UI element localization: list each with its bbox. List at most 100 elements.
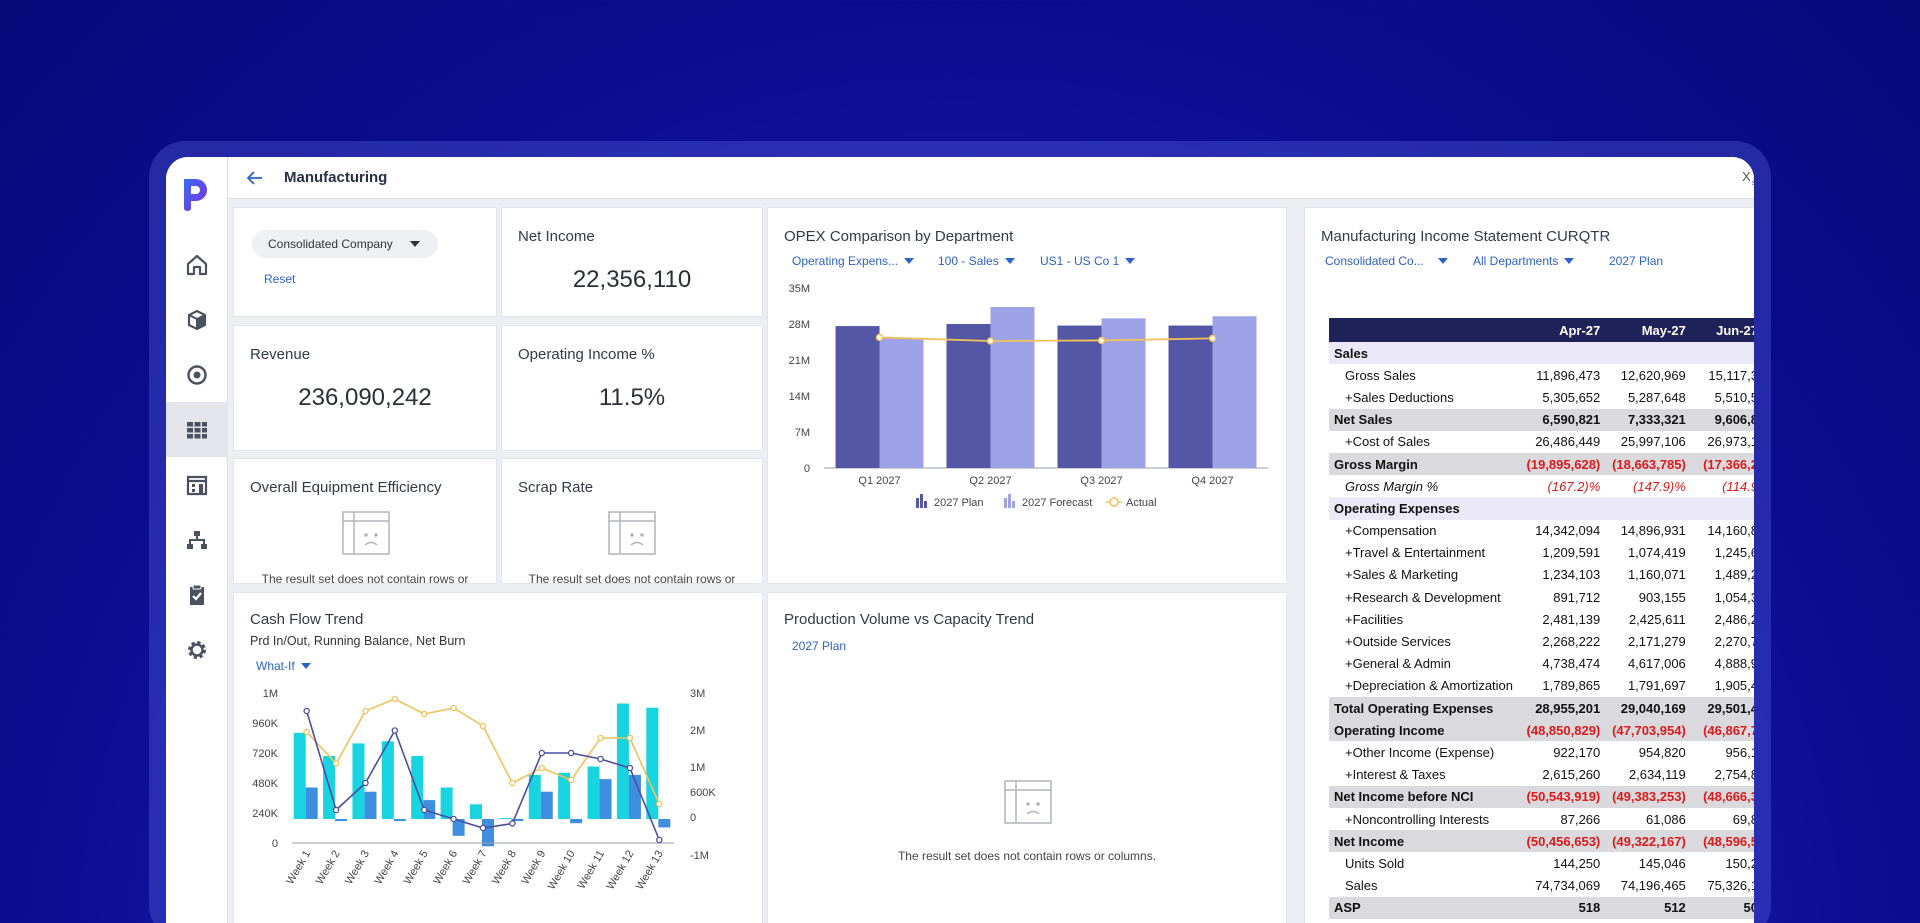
- table-cell: 145,046: [1638, 855, 1686, 871]
- row-label: Gross Margin %: [1345, 478, 1439, 494]
- legend-swatch: [1004, 498, 1007, 508]
- y-tick-label: 21M: [789, 355, 810, 367]
- table-cell: [1605, 342, 1691, 365]
- table-cell: 144,250: [1553, 855, 1601, 871]
- scrap-rate-card: Scrap Rate The result set does not conta…: [501, 458, 763, 584]
- x-tick-label: Week 11: [576, 849, 608, 892]
- y-tick-label: 7M: [795, 427, 810, 439]
- table-cell: [1605, 497, 1691, 520]
- table-cell: 150,2: [1725, 855, 1754, 871]
- table-cell: (17,366,2: [1690, 452, 1754, 476]
- legend-swatch: [916, 498, 919, 508]
- net-income-card: Net Income 22,356,110: [501, 207, 763, 317]
- reset-link[interactable]: Reset: [264, 272, 296, 286]
- table-row: +Compensation 14,342,094 14,896,931 14,160,…: [1329, 520, 1754, 542]
- y-left-tick-label: 720K: [252, 748, 278, 760]
- is-filter-department[interactable]: All Departments: [1473, 254, 1575, 268]
- table-cell: 1,234,103: [1542, 567, 1601, 583]
- bar-cash-balance: [411, 756, 424, 819]
- table-cell: (19,895,628): [1519, 452, 1606, 476]
- table-row: Net Income before NCI (50,543,919) (49,383…: [1329, 785, 1754, 808]
- sidebar-item-grid[interactable]: [166, 402, 228, 457]
- back-arrow-icon[interactable]: [246, 169, 264, 187]
- point-actual: [986, 337, 995, 345]
- sidebar-item-target[interactable]: [166, 347, 228, 402]
- table-row: +Research & Development 891,712 903,155 1,0…: [1329, 586, 1754, 608]
- point-ap-cash: [597, 734, 604, 742]
- point-ar-cash: [479, 824, 487, 832]
- gear-icon: [188, 640, 206, 659]
- opex-filter-department-label: 100 - Sales: [938, 254, 999, 268]
- table-row: Net Income (50,456,653) (49,322,167) (48,59…: [1329, 830, 1754, 853]
- sidebar: [166, 157, 228, 923]
- production-filter-scenario[interactable]: 2027 Plan: [792, 639, 847, 653]
- table-header-row: Apr-27 May-27 Jun-27: [1329, 318, 1754, 342]
- table-cell: 7,333,321: [1605, 408, 1691, 431]
- oee-card: Overall Equipment Efficiency The result …: [233, 458, 497, 584]
- legend-label: Actual: [1126, 497, 1157, 509]
- bar-net: [570, 819, 583, 824]
- y-tick-label: 28M: [789, 319, 810, 331]
- table-cell: 2,486,2: [1714, 611, 1754, 627]
- is-filter-scenario[interactable]: 2027 Plan: [1609, 254, 1664, 268]
- table-cell: 26,973,1: [1707, 434, 1754, 450]
- sidebar-item-home[interactable]: [166, 237, 228, 292]
- bar-net: [511, 819, 524, 822]
- bar-net: [393, 819, 406, 821]
- legend-label: 2027 Forecast: [1022, 497, 1092, 509]
- income-statement-table: Apr-27 May-27 Jun-27 Sales Gross Sales 11,89…: [1329, 318, 1754, 919]
- row-label: +Travel & Entertainment: [1345, 545, 1486, 561]
- legend-swatch: [924, 501, 927, 508]
- bar-plan: [1057, 325, 1102, 468]
- table-row: +Sales & Marketing 1,234,103 1,160,071 1,48…: [1329, 564, 1754, 586]
- y-left-tick-label: 480K: [252, 778, 278, 790]
- table-cell: 50: [1690, 896, 1754, 919]
- table-row: ASP51851250: [1329, 896, 1754, 919]
- bar-cash-balance: [528, 774, 541, 819]
- y-right-tick-label: 0: [690, 812, 696, 824]
- table-cell: 954,820: [1638, 744, 1686, 760]
- sidebar-item-clipboard[interactable]: [166, 567, 228, 622]
- point-ar-cash: [303, 707, 310, 715]
- is-filter-company[interactable]: Consolidated Co...: [1325, 254, 1448, 268]
- table-cell: (48,666,3: [1690, 785, 1754, 808]
- cash-flow-filter-whatif[interactable]: What-If: [256, 659, 311, 673]
- row-label: Sales: [1345, 878, 1378, 894]
- opex-filter-entity[interactable]: US1 - US Co 1: [1040, 254, 1136, 268]
- bar-cash-balance: [616, 703, 629, 819]
- table-cell: (49,322,167): [1605, 830, 1691, 853]
- table-row: +Other Income (Expense) 922,170 954,820 956…: [1329, 741, 1754, 763]
- oee-label: Overall Equipment Efficiency: [250, 479, 442, 496]
- point-ap-cash: [538, 764, 546, 772]
- sidebar-item-hierarchy[interactable]: [166, 512, 228, 567]
- y-left-tick-label: 960K: [252, 718, 278, 730]
- opex-filter-department[interactable]: 100 - Sales: [938, 254, 1015, 268]
- table-cell: 1,905,4: [1714, 678, 1754, 694]
- sidebar-item-building[interactable]: [166, 457, 228, 512]
- bar-net: [452, 819, 465, 836]
- x-tick-label: Week 3: [343, 849, 372, 887]
- table-cell: 2,270,7: [1714, 634, 1754, 650]
- sidebar-item-cube[interactable]: [166, 292, 228, 347]
- table-row: +Travel & Entertainment 1,209,591 1,074,41…: [1329, 542, 1754, 564]
- table-cell: 1,789,865: [1542, 678, 1601, 694]
- x-tick-label: Week 7: [461, 849, 490, 887]
- bar-plan: [835, 326, 880, 468]
- income-statement-card: Manufacturing Income Statement CURQTR Co…: [1304, 207, 1754, 923]
- table-row: +Interest & Taxes 2,615,260 2,634,119 2,754…: [1329, 764, 1754, 786]
- opex-filter-account[interactable]: Operating Expens...: [792, 254, 915, 268]
- sidebar-item-settings[interactable]: [166, 622, 228, 677]
- bar-net: [364, 791, 377, 819]
- operating-income-card: Operating Income % 11.5%: [501, 325, 763, 451]
- chevron-down-icon: [410, 241, 420, 247]
- revenue-value: 236,090,242: [298, 384, 432, 411]
- company-dropdown[interactable]: Consolidated Company: [252, 230, 438, 258]
- opex-chart-title: OPEX Comparison by Department: [784, 228, 1014, 245]
- chevron-down-icon: [1125, 258, 1136, 264]
- bar-net: [335, 819, 348, 822]
- table-cell: 14,896,931: [1620, 523, 1686, 539]
- chevron-down-icon: [904, 258, 915, 264]
- point-ar-cash: [538, 749, 546, 757]
